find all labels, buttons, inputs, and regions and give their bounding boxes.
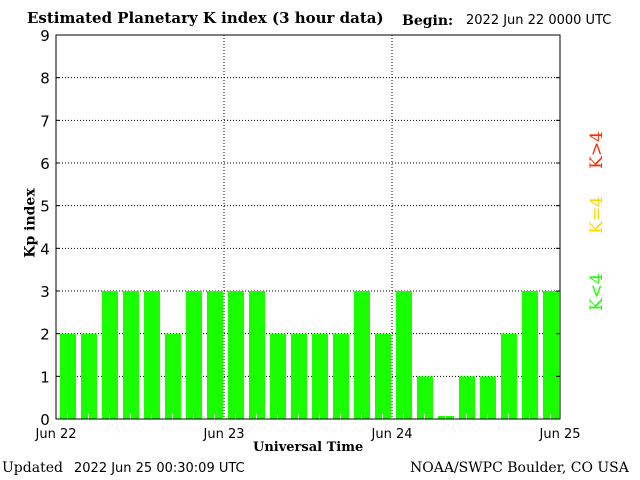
- bar: [81, 333, 97, 419]
- bar: [543, 291, 559, 419]
- begin-label: Begin:: [402, 13, 454, 29]
- bar: [375, 333, 391, 419]
- y-tick-label: 8: [40, 70, 50, 88]
- updated-value: 2022 Jun 25 00:30:09 UTC: [74, 461, 245, 476]
- x-tick-label: Jun 22: [35, 427, 77, 442]
- bar: [459, 376, 475, 419]
- bar: [396, 291, 412, 419]
- y-axis-label: Kp index: [22, 188, 39, 258]
- legend-k-less-4: K<4: [586, 273, 607, 311]
- bar: [354, 291, 370, 419]
- bar: [249, 291, 265, 419]
- y-tick-label: 5: [40, 198, 50, 216]
- y-tick-label: 6: [40, 155, 50, 173]
- plot-frame: [55, 34, 561, 420]
- bar: [144, 291, 160, 419]
- bar: [480, 376, 496, 419]
- bar: [165, 333, 181, 419]
- bar: [501, 333, 517, 419]
- bar: [186, 291, 202, 419]
- chart-title: Estimated Planetary K index (3 hour data…: [27, 9, 384, 27]
- y-tick-label: 0: [40, 411, 50, 429]
- y-tick-label: 4: [40, 240, 50, 258]
- begin-value: 2022 Jun 22 0000 UTC: [466, 13, 612, 28]
- bar: [60, 333, 76, 419]
- bar: [291, 333, 307, 419]
- y-tick-label: 1: [40, 368, 50, 386]
- bar: [207, 291, 223, 419]
- x-tick-label: Jun 25: [539, 427, 581, 442]
- bar: [228, 291, 244, 419]
- y-tick-label: 2: [40, 326, 50, 344]
- updated-label: Updated: [2, 460, 63, 476]
- bar: [312, 333, 328, 419]
- y-tick-label: 7: [40, 112, 50, 130]
- y-tick-label: 3: [40, 283, 50, 301]
- x-axis-label: Universal Time: [253, 440, 364, 455]
- data-source: NOAA/SWPC Boulder, CO USA: [410, 460, 629, 476]
- bar: [417, 376, 433, 419]
- y-tick-label: 9: [40, 27, 50, 45]
- bar: [333, 333, 349, 419]
- bar: [270, 333, 286, 419]
- x-tick-label: Jun 24: [371, 427, 413, 442]
- x-tick-label: Jun 23: [203, 427, 245, 442]
- bar: [102, 291, 118, 419]
- bar: [123, 291, 139, 419]
- legend-k-equal-4: K=4: [586, 196, 607, 234]
- bar: [522, 291, 538, 419]
- legend-k-greater-4: K>4: [586, 131, 607, 169]
